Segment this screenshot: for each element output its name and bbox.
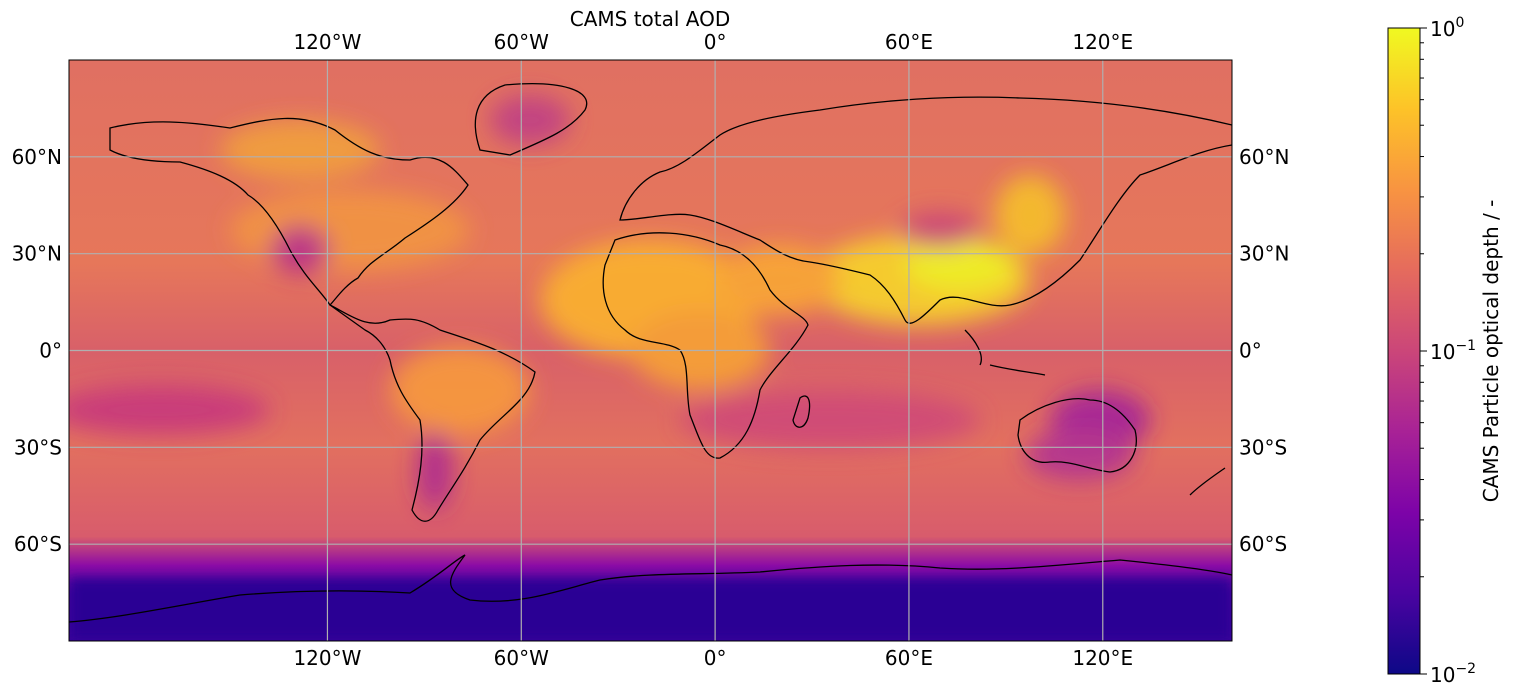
lon-tick-label-bottom: 120°E [1072,646,1133,670]
map-frame [68,59,1233,642]
lon-tick-label-top: 60°E [885,30,933,54]
lon-tick-label-bottom: 120°W [293,646,361,670]
lon-tick-label-bottom: 60°E [885,646,933,670]
lat-tick-label-left: 60°S [14,532,62,556]
map-title: CAMS total AOD [570,7,731,31]
lat-tick-label-left: 0° [39,339,62,363]
lat-tick-label-right: 60°S [1239,532,1287,556]
lon-tick-label-bottom: 0° [704,646,727,670]
lat-tick-label-left: 30°N [12,242,62,266]
lon-tick-label-bottom: 60°W [494,646,549,670]
lat-tick-label-left: 60°N [12,145,62,169]
lat-ticks-right: 60°N 30°N 0° 30°S 60°S [1239,145,1289,556]
lon-tick-label-top: 60°W [494,30,549,54]
colorbar: 100 10−1 10−2 CAMS Particle optical depth … [1387,15,1503,687]
colorbar-tick-label: 10−1 [1430,338,1476,364]
lon-tick-label-top: 0° [704,30,727,54]
lat-ticks-left: 60°N 30°N 0° 30°S 60°S [12,145,62,556]
colorbar-label: CAMS Particle optical depth / - [1479,200,1503,503]
lon-ticks-bottom: 120°W 60°W 0° 60°E 120°E [293,646,1133,670]
lat-tick-label-right: 0° [1239,339,1262,363]
lon-tick-label-top: 120°E [1072,30,1133,54]
colorbar-ticks: 100 10−1 10−2 [1420,15,1476,687]
gridlines [69,60,1232,641]
lat-tick-label-left: 30°S [14,435,62,459]
lon-tick-label-top: 120°W [293,30,361,54]
coastlines [69,83,1232,623]
lat-tick-label-right: 30°N [1239,242,1289,266]
lat-tick-label-right: 60°N [1239,145,1289,169]
colorbar-gradient [1387,27,1421,675]
colorbar-tick-label: 10−2 [1430,661,1476,687]
colorbar-tick-label: 100 [1430,15,1464,41]
lon-ticks-top: 120°W 60°W 0° 60°E 120°E [293,30,1133,54]
lat-tick-label-right: 30°S [1239,435,1287,459]
